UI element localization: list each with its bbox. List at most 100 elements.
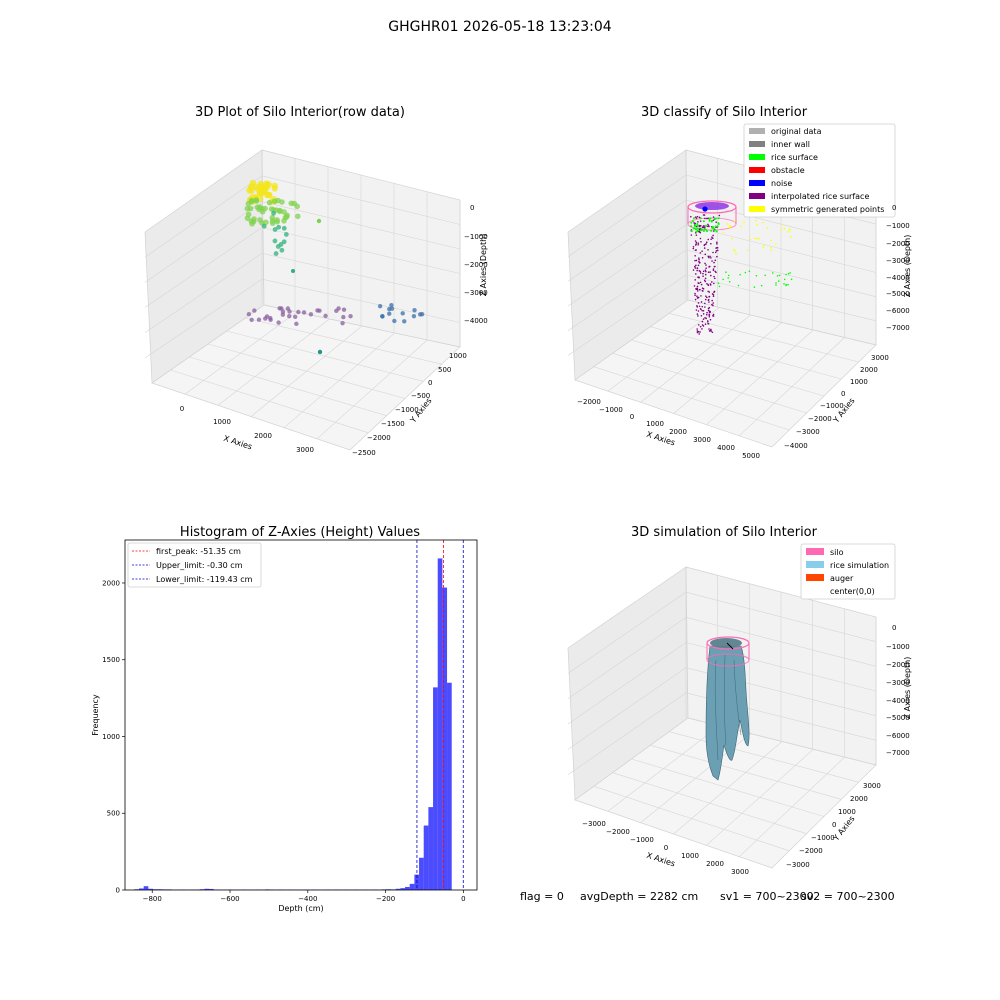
data-point bbox=[272, 227, 278, 232]
data-point bbox=[743, 221, 745, 223]
simulation-3d-ytick: −3000 bbox=[786, 861, 810, 869]
data-point bbox=[280, 309, 286, 314]
data-point bbox=[756, 237, 758, 240]
data-point bbox=[705, 228, 708, 231]
data-point bbox=[283, 232, 289, 237]
data-point bbox=[712, 251, 714, 254]
data-point bbox=[317, 308, 322, 313]
histogram-axes-frame bbox=[124, 539, 478, 891]
data-point bbox=[340, 320, 345, 326]
data-point bbox=[698, 225, 701, 228]
data-point bbox=[733, 249, 735, 251]
histogram-bar bbox=[433, 687, 438, 890]
gridline bbox=[685, 249, 877, 297]
gridline bbox=[567, 617, 687, 699]
data-point bbox=[787, 272, 790, 275]
data-point bbox=[281, 218, 287, 224]
data-point bbox=[718, 285, 721, 288]
data-point bbox=[704, 262, 706, 265]
gridline bbox=[685, 617, 877, 667]
data-point bbox=[698, 333, 700, 335]
histogram-bar bbox=[423, 825, 429, 890]
data-point bbox=[288, 200, 295, 207]
data-point bbox=[714, 225, 717, 228]
histogram-bar bbox=[143, 886, 149, 890]
histogram-bar bbox=[419, 857, 424, 890]
data-point bbox=[696, 285, 699, 288]
data-point bbox=[695, 241, 698, 244]
histogram-y-ticks: 0 500 1000 1500 2000 bbox=[102, 579, 125, 895]
classify-3d-ytick: 2000 bbox=[860, 366, 878, 374]
data-point bbox=[789, 229, 791, 232]
data-point bbox=[702, 318, 705, 320]
data-point bbox=[710, 328, 712, 331]
classify-3d-ztick: −2000 bbox=[886, 240, 910, 248]
raw-3d-gridlines bbox=[144, 150, 461, 440]
data-point bbox=[746, 249, 749, 251]
data-point bbox=[728, 224, 731, 227]
classify-3d-ytick: 1000 bbox=[850, 378, 868, 386]
simulation-3d-ytick: 1000 bbox=[838, 808, 856, 816]
histogram-bars bbox=[134, 558, 452, 890]
data-point bbox=[711, 281, 713, 283]
panel-simulation-3d: 3D simulation of Silo Interior silo rice… bbox=[567, 525, 912, 876]
simulation-3d-legend: silo rice simulation auger center(0,0) bbox=[800, 543, 896, 600]
simulation-3d-xtick: −1000 bbox=[630, 836, 654, 844]
data-point bbox=[699, 281, 702, 284]
data-point bbox=[246, 312, 252, 317]
panel-histogram: Histogram of Z-Axies (Height) Values −80… bbox=[91, 525, 478, 913]
gridline bbox=[144, 278, 263, 359]
histogram-bar bbox=[395, 888, 401, 890]
simulation-3d-ztick: −1000 bbox=[886, 643, 910, 651]
data-point bbox=[694, 279, 697, 281]
classify-3d-xtick: 5000 bbox=[742, 452, 760, 460]
data-point bbox=[701, 324, 704, 326]
simulation-3d-xlabel: X Axies bbox=[645, 851, 676, 869]
data-point bbox=[710, 238, 712, 240]
data-point bbox=[697, 225, 700, 228]
data-point bbox=[756, 224, 758, 226]
data-point bbox=[699, 220, 702, 222]
data-point bbox=[735, 252, 737, 255]
data-point bbox=[733, 221, 736, 223]
data-point bbox=[694, 259, 696, 262]
legend-label-symmetric-generated-points: symmetric generated points bbox=[771, 205, 884, 214]
data-point bbox=[296, 309, 301, 315]
data-point bbox=[712, 216, 715, 218]
data-point bbox=[749, 238, 752, 241]
raw-3d-ytick: −2000 bbox=[367, 434, 391, 442]
data-point bbox=[764, 274, 767, 277]
data-point bbox=[696, 288, 699, 291]
data-point bbox=[700, 301, 703, 303]
raw-3d-ztick: −3000 bbox=[464, 289, 488, 297]
data-point bbox=[710, 220, 713, 223]
data-point bbox=[268, 206, 275, 212]
data-point bbox=[294, 213, 301, 220]
simulation-3d-ztick: −6000 bbox=[886, 732, 910, 740]
data-point bbox=[245, 211, 252, 218]
data-point bbox=[695, 264, 697, 267]
simulation-3d-xtick: −2000 bbox=[606, 828, 630, 836]
simulation-3d-ytick: −2000 bbox=[799, 847, 823, 855]
data-point bbox=[696, 328, 698, 330]
simulation-3d-ztick: 0 bbox=[892, 624, 896, 632]
data-point bbox=[708, 219, 711, 222]
data-point bbox=[716, 241, 718, 244]
data-point bbox=[700, 295, 702, 297]
data-point bbox=[787, 231, 790, 233]
histogram-bar bbox=[409, 883, 415, 890]
classify-3d-ztick: −1000 bbox=[886, 222, 910, 230]
data-point bbox=[698, 261, 701, 264]
histogram-ytick-label: 500 bbox=[107, 810, 120, 818]
data-point bbox=[754, 219, 757, 222]
simulation-3d-title: 3D simulation of Silo Interior bbox=[631, 525, 818, 540]
data-point bbox=[696, 269, 698, 272]
legend-swatch-silo bbox=[806, 548, 824, 555]
gridline bbox=[593, 366, 790, 431]
data-point bbox=[690, 230, 693, 233]
data-point bbox=[713, 229, 716, 232]
data-point bbox=[699, 331, 701, 333]
data-point bbox=[713, 291, 715, 294]
data-point bbox=[400, 311, 405, 316]
legend-swatch-original-data bbox=[749, 128, 765, 134]
